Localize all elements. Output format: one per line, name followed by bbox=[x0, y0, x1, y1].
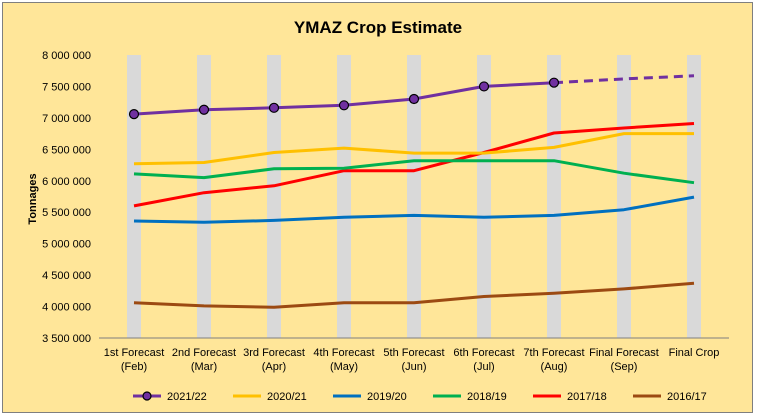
series-line bbox=[133, 159, 695, 185]
x-tick-label: Final Forecast (Sep) bbox=[589, 347, 659, 373]
y-tick-label: 4 500 000 bbox=[42, 270, 91, 282]
category-band bbox=[407, 55, 421, 338]
y-tick-label: 5 500 000 bbox=[42, 207, 91, 219]
category-band bbox=[197, 55, 211, 338]
y-tick-label: 5 000 000 bbox=[42, 239, 91, 251]
legend-item: 2020/21 bbox=[233, 391, 307, 403]
y-tick-label: 7 000 000 bbox=[42, 113, 91, 125]
legend: 2021/22 2020/21 2019/20 2018/19 2017/18 2016/… bbox=[133, 391, 707, 403]
series-2016-17 bbox=[133, 281, 695, 309]
category-bands bbox=[127, 55, 701, 338]
chart-title: YMAZ Crop Estimate bbox=[294, 18, 462, 37]
x-tick-label: Final Crop bbox=[669, 347, 720, 359]
y-tick-label: 7 500 000 bbox=[42, 81, 91, 93]
category-band bbox=[617, 55, 631, 338]
x-tick-label: 6th Forecast (Jul) bbox=[453, 347, 514, 373]
data-point bbox=[478, 81, 490, 92]
y-tick-label: 4 000 000 bbox=[42, 302, 91, 314]
category-band bbox=[267, 55, 281, 338]
legend-item: 2019/20 bbox=[333, 391, 407, 403]
y-tick-label: 6 500 000 bbox=[42, 144, 91, 156]
series-2018-19 bbox=[133, 159, 695, 185]
data-point bbox=[548, 77, 560, 88]
y-tick-label: 6 000 000 bbox=[42, 176, 91, 188]
series-line bbox=[133, 132, 694, 166]
category-band bbox=[337, 55, 351, 338]
x-axis-ticks: 1st Forecast (Feb) 2nd Forecast (Mar) 3rd Fo… bbox=[104, 347, 720, 373]
legend-label: 2018/19 bbox=[467, 391, 507, 403]
x-tick-label: 7th Forecast (Aug) bbox=[523, 347, 584, 373]
series-line bbox=[133, 122, 695, 208]
x-tick-label: 3rd Forecast (Apr) bbox=[243, 347, 305, 373]
data-point bbox=[198, 104, 210, 115]
x-tick-label: 4th Forecast (May) bbox=[313, 347, 374, 373]
legend-label: 2017/18 bbox=[567, 391, 607, 403]
category-band bbox=[547, 55, 561, 338]
series-line bbox=[133, 281, 695, 309]
x-tick-label: 2nd Forecast (Mar) bbox=[172, 347, 236, 373]
x-tick-label: 1st Forecast (Feb) bbox=[104, 347, 165, 373]
series-lines bbox=[128, 74, 695, 309]
series-2021-22 bbox=[128, 74, 695, 120]
category-band bbox=[477, 55, 491, 338]
legend-item: 2018/19 bbox=[433, 391, 507, 403]
category-band bbox=[687, 55, 701, 338]
y-tick-label: 8 000 000 bbox=[42, 50, 91, 62]
x-tick-label: 5th Forecast (Jun) bbox=[383, 347, 444, 373]
legend-label: 2021/22 bbox=[167, 391, 207, 403]
data-point bbox=[338, 100, 350, 111]
series-2019-20 bbox=[133, 195, 695, 224]
legend-item: 2021/22 bbox=[133, 391, 207, 403]
y-tick-label: 3 500 000 bbox=[42, 333, 91, 345]
legend-label: 2019/20 bbox=[367, 391, 407, 403]
line-chart: YMAZ Crop Estimate 3 500 000 4 000 000 4 5… bbox=[27, 18, 729, 403]
series-2017-18 bbox=[133, 122, 695, 208]
legend-item: 2016/17 bbox=[633, 391, 707, 403]
data-point bbox=[268, 102, 280, 113]
category-band bbox=[127, 55, 141, 338]
chart-frame: YMAZ Crop Estimate 3 500 000 4 000 000 4 5… bbox=[2, 2, 753, 413]
legend-item: 2017/18 bbox=[533, 391, 607, 403]
series-2020-21 bbox=[133, 132, 694, 166]
legend-marker bbox=[142, 391, 152, 401]
y-axis-ticks: 3 500 000 4 000 000 4 500 000 5 000 000 5 50… bbox=[42, 50, 91, 345]
series-projection-line bbox=[553, 74, 695, 85]
series-line bbox=[133, 195, 695, 224]
y-axis-label: Tonnages bbox=[27, 173, 39, 224]
data-point bbox=[408, 93, 420, 105]
legend-label: 2016/17 bbox=[667, 391, 707, 403]
legend-label: 2020/21 bbox=[267, 391, 307, 403]
data-point bbox=[128, 109, 140, 120]
